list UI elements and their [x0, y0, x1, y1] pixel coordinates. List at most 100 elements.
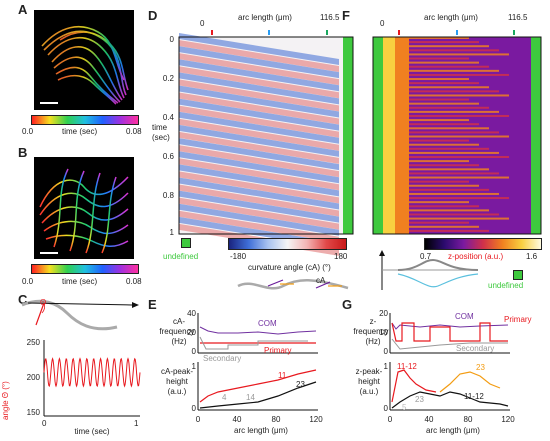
f-tick-green: [513, 30, 515, 35]
d-red-band: [179, 145, 339, 178]
d-ytick: 0.8: [162, 191, 174, 200]
g-label-5: 5: [402, 403, 407, 412]
e-label-4: 4: [222, 393, 227, 402]
time-colorbar-a: [31, 115, 139, 125]
d-ylabel-1: time: [152, 123, 168, 132]
f-undefined-label: undefined: [488, 281, 524, 290]
f-tick-red: [398, 30, 400, 35]
colorbar-a-max: 0.08: [126, 127, 142, 136]
e-xtick: 0: [195, 415, 201, 424]
d-blue-band: [179, 72, 339, 105]
d-ylabel-2: (sec): [152, 133, 170, 142]
d-colorbar-min: -180: [230, 252, 247, 261]
f-stripe: [409, 45, 489, 48]
f-stripe: [409, 197, 509, 200]
scale-bar: [40, 252, 58, 254]
e-top-ylabel-3: (Hz): [171, 337, 187, 346]
f-stripe: [409, 90, 499, 93]
f-yellow-band: [383, 37, 395, 234]
f-z-schematic: [379, 250, 479, 290]
f-stripe: [409, 106, 489, 109]
d-red-band: [179, 53, 339, 86]
g-primary-line: [391, 322, 508, 342]
d-blue-band: [179, 111, 339, 144]
c-ytick-250: 250: [26, 338, 40, 347]
d-red-band: [179, 131, 339, 164]
f-colorbar-label: z-position (a.u.): [448, 252, 504, 261]
f-stripe: [409, 184, 479, 187]
d-tick-blue: [268, 30, 270, 35]
f-stripe: [409, 180, 469, 183]
f-stripe: [409, 37, 469, 39]
f-axis-left: 0: [380, 19, 385, 28]
d-blue-band: [179, 46, 339, 79]
f-heatmap-frame: [372, 36, 542, 235]
f-undefined-swatch: [513, 270, 523, 280]
f-stripe: [409, 221, 469, 224]
g-top-ytick: 10: [379, 328, 388, 337]
g-primary-label: Primary: [504, 315, 532, 324]
d-ytick: 0: [169, 35, 174, 44]
e-bot-ytick: 1: [191, 362, 196, 371]
f-stripe: [409, 131, 499, 134]
e-peak-height-plot: [197, 362, 318, 411]
f-axis-right: 116.5: [508, 13, 528, 22]
d-blue-band: [179, 85, 339, 118]
f-stripe: [409, 147, 489, 150]
f-stripe: [409, 201, 469, 204]
f-stripe: [409, 86, 489, 89]
f-stripe: [409, 49, 499, 52]
panel-label-d: D: [148, 8, 158, 23]
d-blue-band: [179, 138, 339, 171]
g-black-line: [391, 391, 509, 409]
f-stripe: [409, 172, 499, 175]
g-bot-ytick: 0: [383, 404, 388, 413]
e-frequency-plot: [197, 313, 318, 354]
e-bot-ylabel-1: cA-peak-: [160, 367, 193, 376]
d-red-band: [179, 184, 339, 217]
e-top-ytick: 0: [191, 347, 196, 356]
f-stripe: [409, 53, 509, 56]
g-label-23: 23: [476, 363, 485, 372]
d-tick-red: [211, 30, 213, 35]
f-stripe: [409, 192, 499, 195]
colorbar-b-max: 0.08: [126, 277, 142, 286]
panel-c-schematic: [21, 299, 139, 331]
d-axis-label: arc length (μm): [238, 13, 292, 22]
f-axis-label: arc length (μm): [424, 13, 478, 22]
d-ytick: 1: [169, 228, 174, 237]
f-stripe: [409, 164, 479, 167]
g-xtick: 80: [463, 415, 473, 424]
f-z-colorbar: [424, 238, 542, 250]
d-red-band: [179, 171, 339, 204]
d-blue-band: [179, 190, 339, 223]
panel-b-sperm-trace-image: [34, 157, 134, 259]
e-com-line: [199, 326, 317, 335]
d-ytick: 0.6: [162, 152, 174, 161]
panel-label-a: A: [18, 2, 28, 17]
g-secondary-label: Secondary: [456, 344, 495, 353]
d-blue-band: [179, 164, 339, 197]
g-top-ylabel-2: frequency: [353, 327, 389, 336]
g-bot-ylabel-2: height: [358, 377, 380, 386]
f-stripe: [409, 225, 479, 228]
g-23-line: [439, 371, 501, 393]
e-top-ytick: 20: [187, 328, 196, 337]
g-frequency-plot: [389, 313, 510, 354]
g-xtick: 120: [501, 415, 515, 424]
g-com-label: COM: [455, 312, 474, 321]
d-undefined-region: [343, 37, 353, 234]
panel-label-f: F: [342, 8, 350, 23]
g-peak-height-plot: [389, 362, 510, 411]
e-secondary-line: [199, 336, 308, 350]
scale-bar: [40, 102, 58, 104]
f-stripe: [409, 65, 489, 68]
g-xlabel: arc length (μm): [426, 426, 480, 435]
f-stripe: [409, 217, 509, 220]
panel-label-b: B: [18, 145, 28, 160]
c-xtick-1: 1: [134, 419, 139, 428]
g-11-12-line: [391, 369, 437, 403]
f-stripe: [409, 156, 509, 159]
f-stripe: [409, 168, 489, 171]
e-11-line: [199, 369, 317, 403]
